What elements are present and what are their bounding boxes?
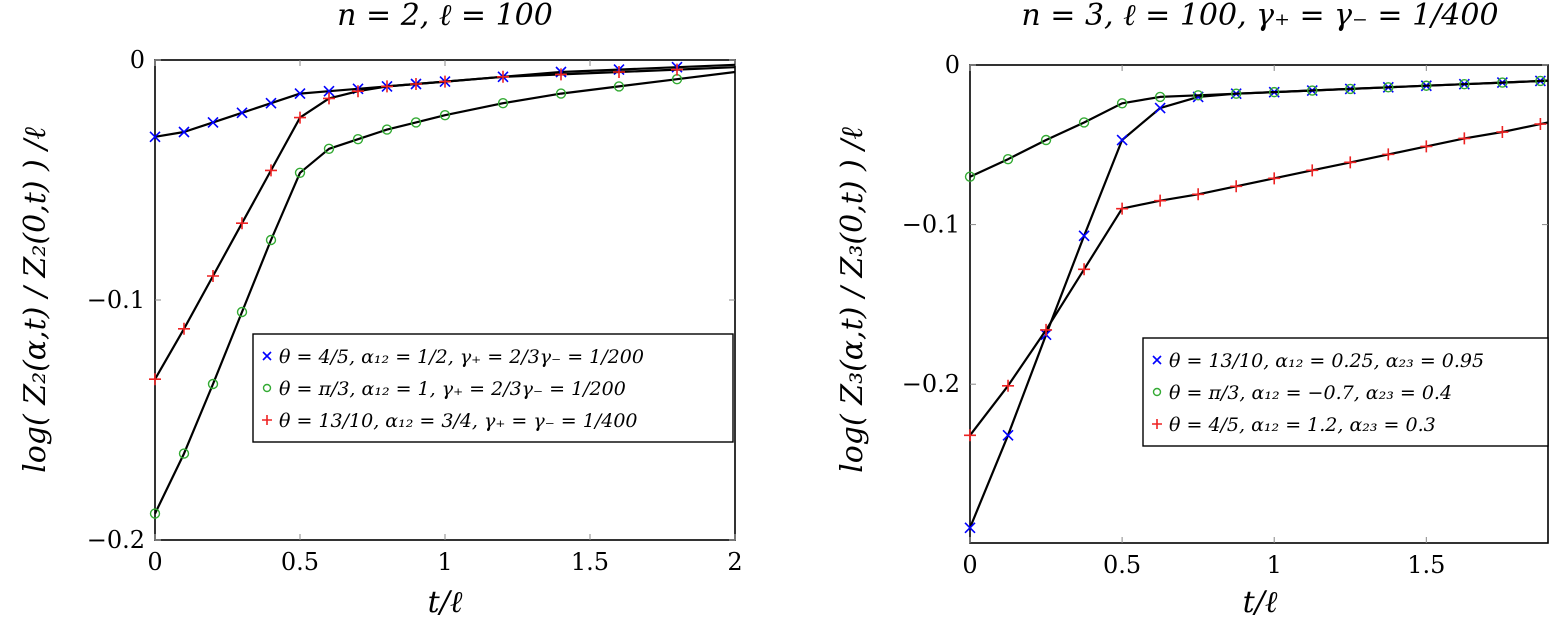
y-tick-label: 0 [945,51,960,79]
chart-title: n = 2, ℓ = 100 [337,0,553,33]
chart-title: n = 3, ℓ = 100, γ₊ = γ₋ = 1/400 [1021,0,1498,33]
x-tick-label: 0.5 [1103,551,1141,579]
x-tick-label: 1.5 [571,548,609,576]
legend-entry: θ = 13/10, α₁₂ = 3/4, γ₊ = γ₋ = 1/400 [279,410,638,432]
y-axis-label: log( Z₂(α,t) / Z₂(0,t) ) /ℓ [18,127,53,473]
x-tick-label: 0 [962,551,977,579]
series-3 [964,118,1549,442]
series-2 [149,70,736,519]
legend-entry: θ = 13/10, α₁₂ = 0.25, α₂₃ = 0.95 [1169,350,1484,372]
chart-panel-2: n = 3, ℓ = 100, γ₊ = γ₋ = 1/400 0 0.5 1 1.5 0… [835,0,1549,620]
x-tick-label: 2 [727,548,742,576]
series-1 [149,61,736,143]
y-tick-label: −0.2 [87,526,145,554]
y-tick-label: −0.2 [902,370,960,398]
legend-entry: θ = 4/5, α₁₂ = 1.2, α₂₃ = 0.3 [1169,414,1436,436]
y-tick-label: −0.1 [902,211,960,239]
series-1 [964,75,1549,534]
series-2 [964,75,1549,182]
legend-entry: θ = 4/5, α₁₂ = 1/2, γ₊ = 2/3γ₋ = 1/200 [279,346,644,368]
legend: θ = 4/5, α₁₂ = 1/2, γ₊ = 2/3γ₋ = 1/200 θ … [252,333,734,443]
y-tick-label: −0.1 [87,286,145,314]
legend-entry: θ = π/3, α₁₂ = 1, γ₊ = 2/3γ₋ = 1/200 [279,378,626,400]
plot-area [969,64,1549,544]
legend-entry: θ = π/3, α₁₂ = −0.7, α₂₃ = 0.4 [1169,382,1452,404]
x-tick-label: 0.5 [281,548,319,576]
x-tick-label: 1 [1267,551,1282,579]
x-tick-label: 0 [147,548,162,576]
y-tick-label: 0 [130,46,145,74]
legend: θ = 13/10, α₁₂ = 0.25, α₂₃ = 0.95 θ = π/3… [1142,337,1549,447]
y-axis-label: log( Z₃(α,t) / Z₃(0,t) ) /ℓ [835,127,870,473]
series-3 [149,63,736,386]
plot-area [154,59,736,541]
x-axis-label: t/ℓ [1243,585,1278,620]
x-axis-label: t/ℓ [428,585,463,620]
x-tick-label: 1.5 [1407,551,1445,579]
chart-panel-1: n = 2, ℓ = 100 0 0.5 1 1.5 2 0 −0.1 −0.2 t/ℓ log( … [18,0,743,620]
x-tick-label: 1 [437,548,452,576]
